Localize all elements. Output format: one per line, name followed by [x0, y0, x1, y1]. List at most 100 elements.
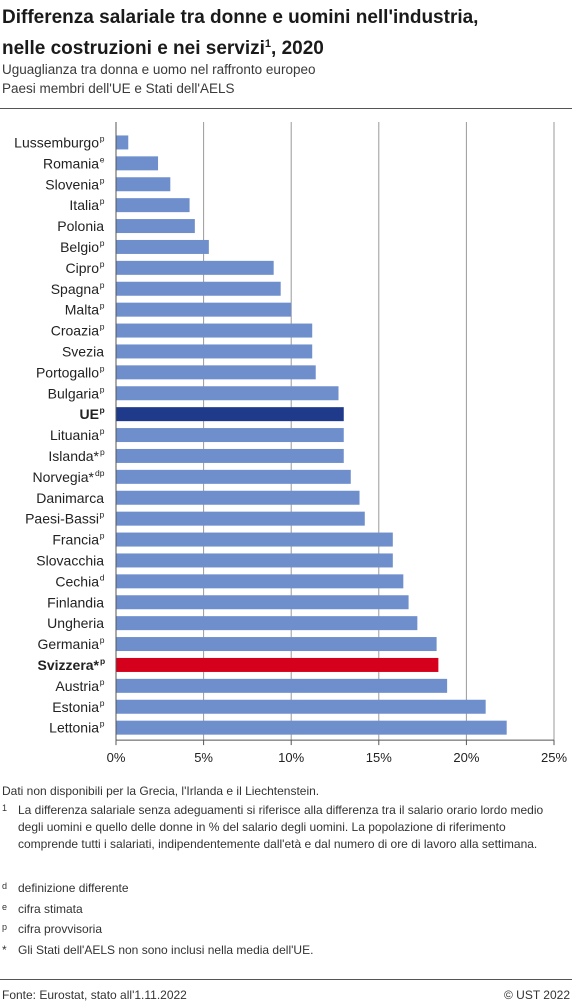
category-label-superscript: p — [100, 384, 105, 394]
category-label-superscript: p — [100, 175, 105, 185]
bar-svezia — [116, 344, 313, 359]
category-label: Cipro — [66, 260, 100, 276]
category-label: Svizzera* — [38, 657, 100, 673]
bar-estonia — [116, 699, 486, 714]
category-label-superscript: p — [100, 280, 105, 290]
footnote-asterisk-mark: * — [2, 943, 7, 957]
note-unavailable-data: Dati non disponibili per la Grecia, l'Ir… — [2, 784, 320, 798]
category-label: Ungheria — [47, 615, 104, 631]
category-label: Norvegia* — [33, 469, 95, 485]
category-label: Cechia — [55, 573, 99, 589]
chart-subtitle-2: Paesi membri dell'UE e Stati dell'AELS — [2, 81, 235, 96]
category-label: Austria — [55, 678, 99, 694]
category-label-superscript: p — [100, 259, 105, 269]
footnote-1: 1 La differenza salariale senza adeguame… — [2, 802, 568, 872]
chart-subtitle-1: Uguaglianza tra donna e uomo nel raffron… — [2, 62, 316, 77]
bar-slovacchia — [116, 553, 393, 568]
category-label: Malta — [65, 302, 99, 318]
bar-portogallo — [116, 365, 316, 380]
footnote-p-mark: p — [2, 922, 8, 932]
x-tick-label: 20% — [453, 750, 479, 765]
x-tick-label: 25% — [541, 750, 567, 765]
x-tick-label: 0% — [107, 750, 126, 765]
bar-danimarca — [116, 490, 360, 505]
category-label-superscript: p — [100, 531, 105, 541]
header-divider — [0, 108, 572, 109]
category-label: Spagna — [51, 281, 99, 297]
footnote-p-text: cifra provvisoria — [18, 922, 103, 936]
category-label-superscript: p — [100, 719, 105, 729]
bar-italia — [116, 198, 190, 213]
chart-title-line2-text: nelle costruzioni e nei servizi — [2, 38, 265, 59]
bar-slovenia — [116, 177, 171, 192]
footnote-e-text: cifra stimata — [18, 902, 83, 916]
bar-paesi-bassi — [116, 511, 365, 526]
footnote-ref-1: 1 — [264, 38, 272, 50]
category-label-superscript: p — [100, 698, 105, 708]
bar-islanda — [116, 448, 344, 463]
category-label-superscript: p — [100, 238, 105, 248]
category-label-superscript: e — [100, 154, 105, 164]
category-label: Lituania — [50, 427, 99, 443]
category-label-superscript: p — [100, 405, 105, 415]
category-label-superscript: p — [100, 447, 105, 457]
category-label: Lettonia — [49, 720, 99, 736]
bar-lettonia — [116, 720, 507, 735]
category-label: Italia — [69, 197, 99, 213]
category-label-superscript: p — [100, 677, 105, 687]
bar-bulgaria — [116, 386, 339, 401]
chart-title-year: , 2020 — [271, 38, 324, 59]
category-label-superscript: p — [100, 133, 105, 143]
bar-lussemburgo — [116, 135, 129, 150]
bar-austria — [116, 678, 448, 693]
bar-norvegia — [116, 469, 351, 484]
category-label: Svezia — [62, 343, 104, 359]
bar-croazia — [116, 323, 313, 338]
bar-ue — [116, 407, 344, 422]
chart-title-line2: nelle costruzioni e nei servizi1, 2020 — [2, 31, 568, 62]
category-label: Croazia — [51, 323, 99, 339]
bar-lituania — [116, 428, 344, 443]
category-label-superscript: p — [100, 196, 105, 206]
bar-ungheria — [116, 616, 418, 631]
footnote-1-text: La differenza salariale senza adeguament… — [18, 803, 544, 851]
category-label-superscript: p — [100, 510, 105, 520]
category-label-superscript: p — [100, 363, 105, 373]
category-label: Lussemburgo — [14, 134, 99, 150]
category-label-superscript: d — [100, 572, 105, 582]
x-tick-label: 5% — [194, 750, 213, 765]
category-label: Finlandia — [47, 594, 104, 610]
category-label-superscript: p — [100, 656, 105, 666]
bar-cipro — [116, 260, 274, 275]
category-label: Francia — [52, 532, 99, 548]
bar-germania — [116, 637, 437, 652]
category-label: Polonia — [57, 218, 104, 234]
category-label: Portogallo — [36, 364, 99, 380]
category-label: Paesi-Bassi — [25, 511, 99, 527]
bar-spagna — [116, 281, 281, 296]
footnote-d-text: definizione differente — [18, 881, 129, 895]
category-label-superscript: p — [100, 301, 105, 311]
footnote-e-mark: e — [2, 902, 8, 912]
source-note: Fonte: Eurostat, stato all'1.11.2022 — [2, 988, 187, 1002]
category-label: Islanda* — [48, 448, 99, 464]
bar-cechia — [116, 574, 404, 589]
category-label: Danimarca — [36, 490, 104, 506]
category-label: Germania — [38, 636, 100, 652]
chart-title: Differenza salariale tra donne e uomini … — [2, 4, 568, 62]
category-label: Estonia — [52, 699, 99, 715]
category-label-superscript: p — [100, 426, 105, 436]
category-label: UE — [80, 406, 99, 422]
category-label: Romania — [43, 155, 99, 171]
footnote-asterisk-text: Gli Stati dell'AELS non sono inclusi nel… — [18, 943, 314, 957]
copyright-note: © UST 2022 — [504, 988, 570, 1002]
bar-malta — [116, 302, 292, 317]
category-label: Belgio — [60, 239, 99, 255]
x-tick-label: 15% — [366, 750, 392, 765]
bar-svizzera — [116, 657, 439, 672]
category-label-superscript: p — [100, 322, 105, 332]
footer-divider — [0, 979, 572, 980]
category-label: Slovacchia — [36, 552, 104, 568]
bar-belgio — [116, 239, 209, 254]
footnote-1-mark: 1 — [2, 803, 8, 813]
